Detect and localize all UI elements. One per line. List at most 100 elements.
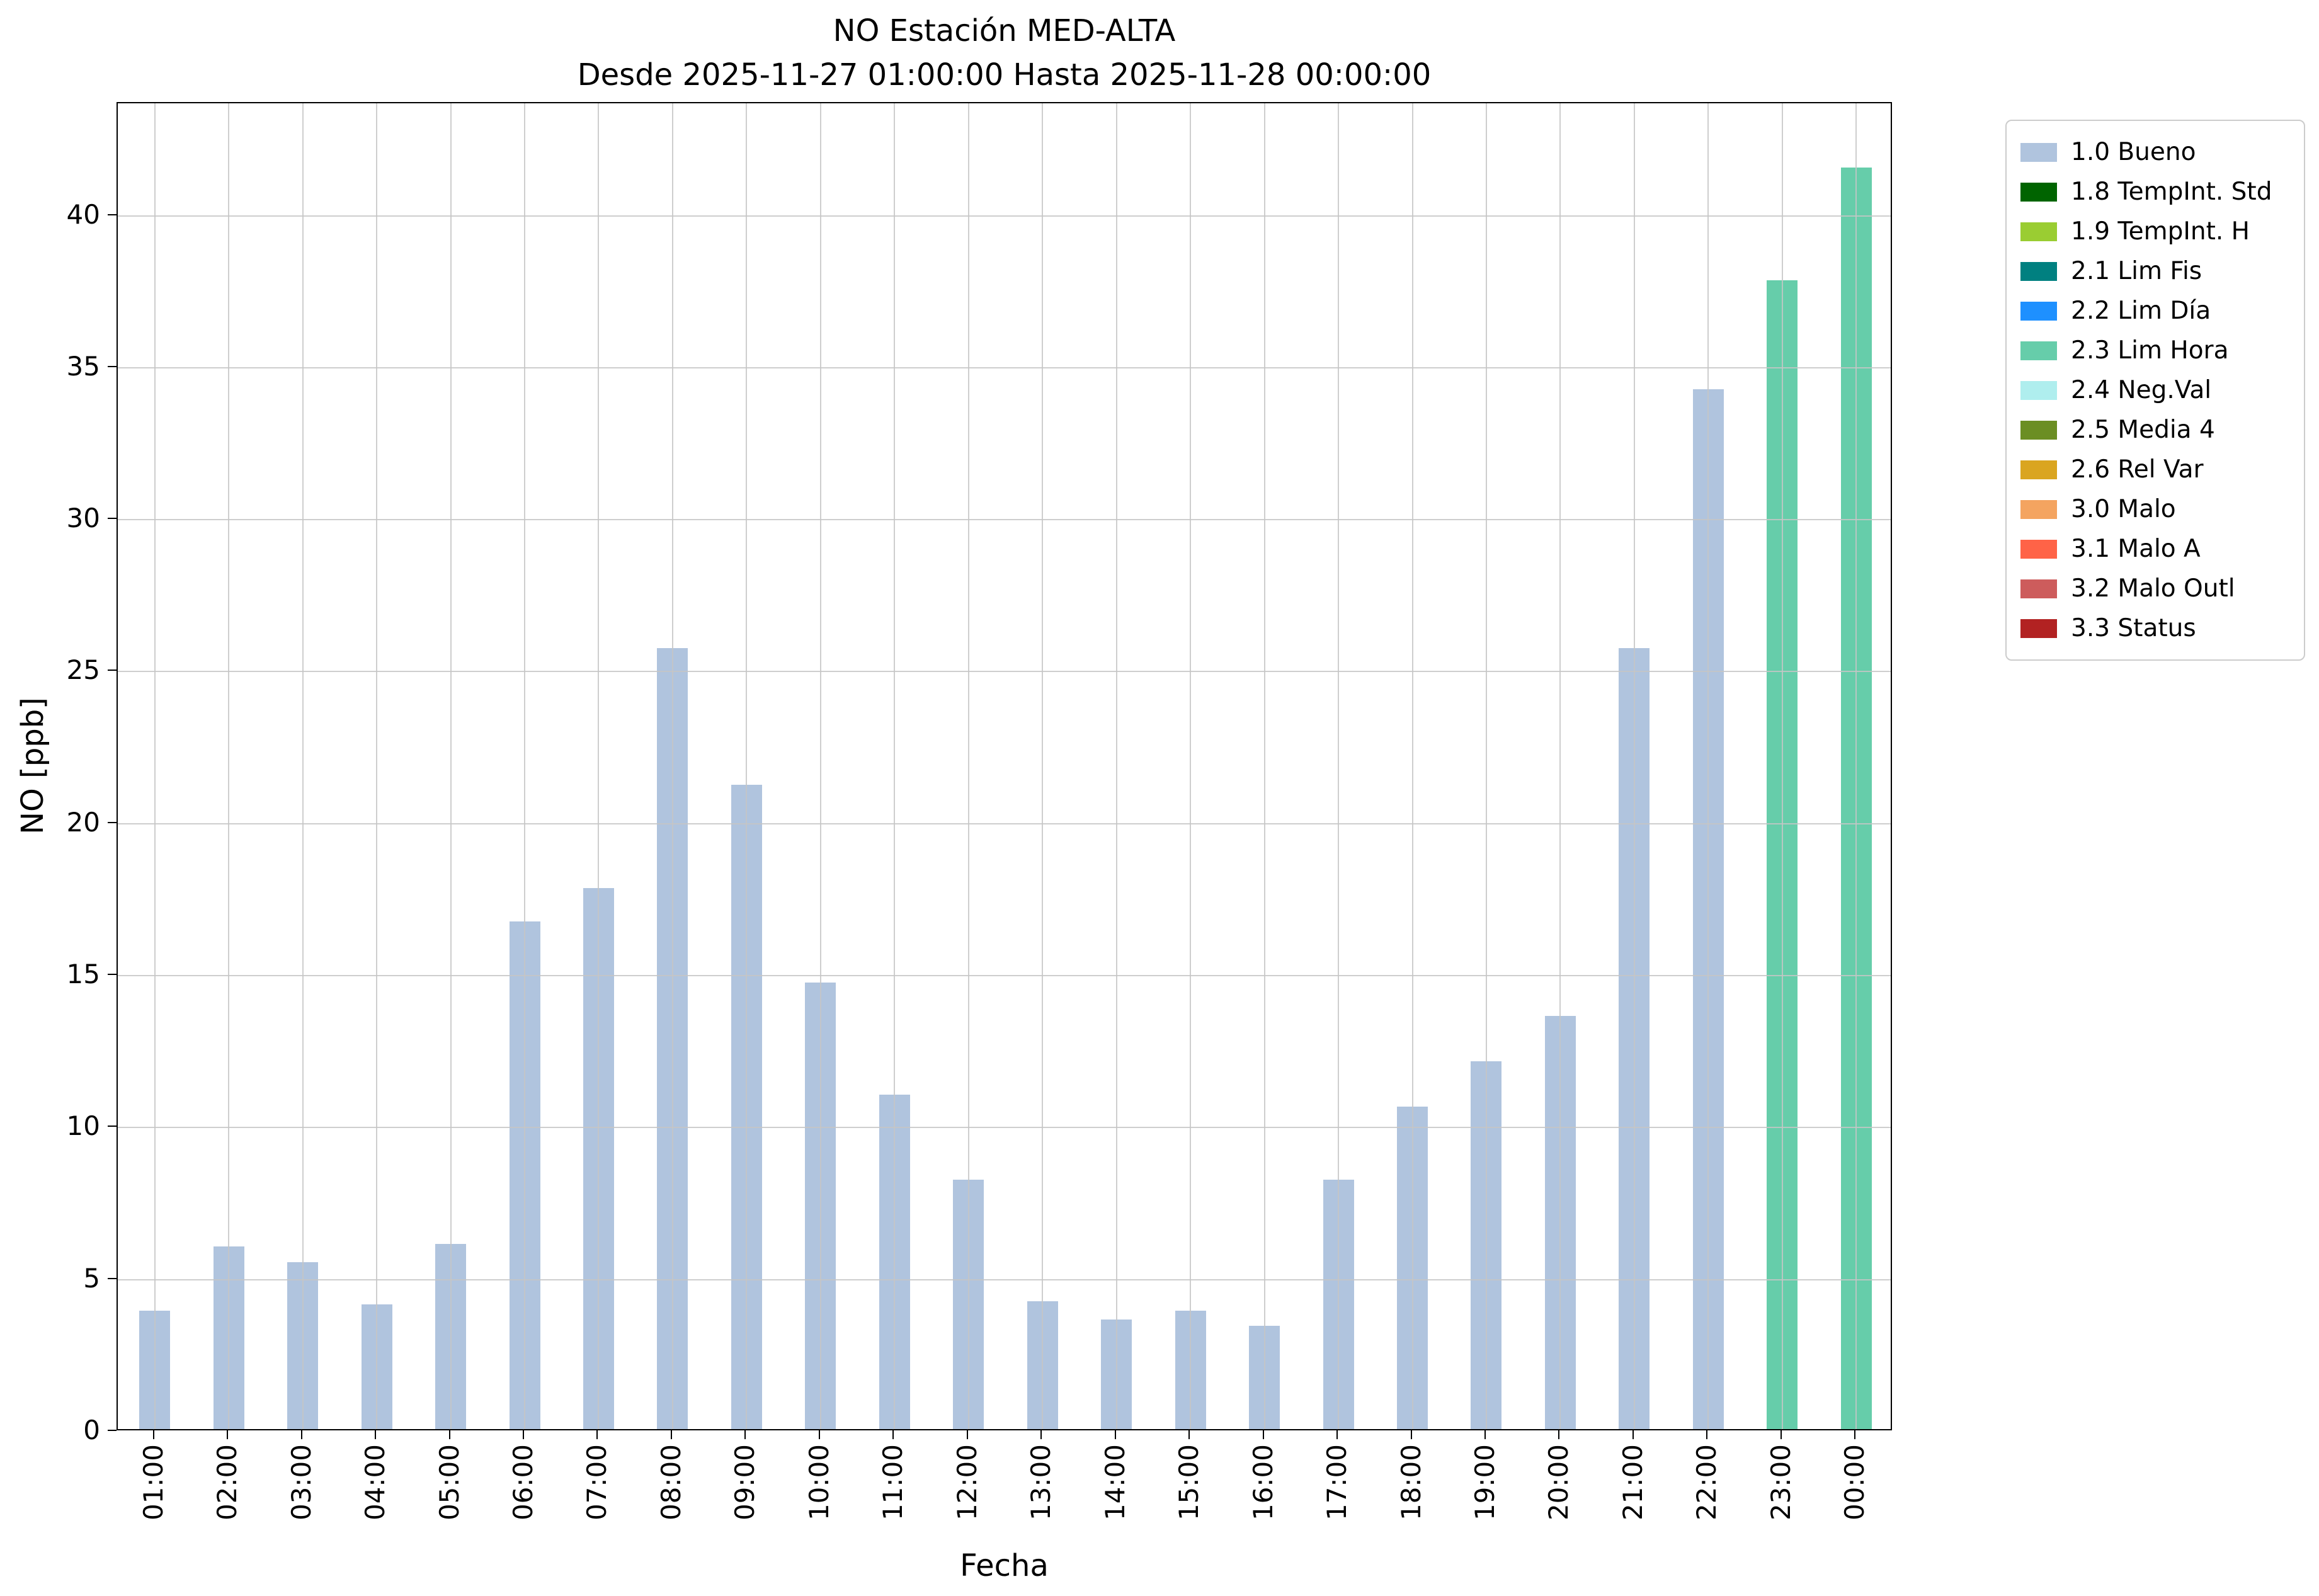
gridline-horizontal [118,215,1891,217]
legend-item-label: 2.5 Media 4 [2071,416,2215,444]
x-tick-mark [1558,1430,1559,1439]
legend-item-label: 2.4 Neg.Val [2071,376,2212,404]
x-tick-text: 14:00 [1100,1444,1131,1521]
gridline-vertical [1264,103,1265,1429]
x-tick-text: 16:00 [1248,1444,1279,1521]
x-tick-label: 17:00 [1321,1444,1353,1523]
legend-item-label: 1.8 TempInt. Std [2071,178,2272,206]
legend-color-swatch [2020,142,2057,162]
gridline-vertical [302,103,304,1429]
gridline-vertical [1707,103,1709,1429]
x-tick-text: 21:00 [1617,1444,1648,1521]
legend-item-label: 3.1 Malo A [2071,535,2201,563]
x-tick-text: 13:00 [1025,1444,1056,1521]
legend-item-label: 2.6 Rel Var [2071,455,2204,484]
x-tick-text: 02:00 [212,1444,242,1521]
gridline-vertical [746,103,747,1429]
legend-item: 2.4 Neg.Val [2020,370,2290,410]
x-tick-label: 03:00 [285,1444,318,1523]
y-tick-mark [108,518,117,519]
x-tick-text: 01:00 [138,1444,169,1521]
x-tick-label: 21:00 [1617,1444,1650,1523]
legend-color-swatch [2020,182,2057,202]
x-tick-label: 10:00 [803,1444,836,1523]
x-tick-mark [1263,1430,1264,1439]
gridline-vertical [1634,103,1635,1429]
x-tick-text: 20:00 [1543,1444,1574,1521]
y-tick-mark [108,1278,117,1279]
x-tick-label: 05:00 [433,1444,466,1523]
gridline-vertical [1855,103,1857,1429]
x-tick-mark [523,1430,524,1439]
x-tick-mark [449,1430,450,1439]
legend-item: 3.0 Malo [2020,489,2290,529]
x-tick-label: 20:00 [1542,1444,1575,1523]
chart-title-line2: Desde 2025-11-27 01:00:00 Hasta 2025-11-… [577,57,1432,93]
x-tick-label: 04:00 [359,1444,392,1523]
x-tick-text: 06:00 [508,1444,538,1521]
x-tick-label: 11:00 [877,1444,909,1523]
legend-item: 3.1 Malo A [2020,529,2290,569]
x-tick-text: 04:00 [360,1444,390,1521]
gridline-vertical [450,103,452,1429]
x-tick-text: 10:00 [804,1444,835,1521]
y-tick-label: 20 [66,807,100,838]
gridline-horizontal [118,823,1891,824]
gridline-vertical [1116,103,1117,1429]
gridline-horizontal [118,671,1891,672]
x-tick-mark [1336,1430,1338,1439]
legend-color-swatch [2020,341,2057,360]
x-tick-label: 01:00 [137,1444,170,1523]
gridline-vertical [376,103,377,1429]
y-tick-mark [108,214,117,215]
gridline-vertical [1042,103,1043,1429]
y-tick-mark [108,1430,117,1431]
x-tick-mark [1781,1430,1782,1439]
x-tick-mark [1040,1430,1042,1439]
legend-color-swatch [2020,499,2057,519]
legend-item-label: 2.1 Lim Fis [2071,257,2202,285]
gridline-horizontal [118,519,1891,520]
x-tick-text: 22:00 [1691,1444,1722,1521]
legend-item-label: 3.2 Malo Outl [2071,574,2235,603]
gridline-vertical [672,103,673,1429]
x-tick-mark [153,1430,154,1439]
gridline-horizontal [118,1279,1891,1280]
gridline-vertical [894,103,895,1429]
x-tick-label: 02:00 [211,1444,244,1523]
x-tick-mark [1484,1430,1486,1439]
gridline-vertical [1190,103,1191,1429]
gridline-horizontal [118,975,1891,976]
x-tick-label: 13:00 [1025,1444,1057,1523]
legend-item: 1.0 Bueno [2020,132,2290,172]
x-tick-label: 15:00 [1173,1444,1205,1523]
x-tick-label: 09:00 [729,1444,761,1523]
x-tick-label: 16:00 [1247,1444,1280,1523]
gridline-vertical [1412,103,1413,1429]
gridline-vertical [1782,103,1783,1429]
gridline-vertical [1486,103,1487,1429]
x-tick-mark [227,1430,228,1439]
y-tick-label: 25 [66,654,100,685]
legend-item: 1.9 TempInt. H [2020,212,2290,251]
x-tick-text: 15:00 [1173,1444,1204,1521]
x-tick-text: 11:00 [877,1444,908,1521]
y-tick-label: 10 [66,1110,100,1141]
x-tick-text: 08:00 [656,1444,687,1521]
x-tick-label: 06:00 [507,1444,540,1523]
x-tick-label: 08:00 [655,1444,688,1523]
legend-item: 2.2 Lim Día [2020,291,2290,331]
y-tick-label: 15 [66,959,100,989]
legend-color-swatch [2020,539,2057,559]
legend-item-label: 2.3 Lim Hora [2071,336,2229,365]
gridline-vertical [228,103,229,1429]
x-tick-mark [1411,1430,1412,1439]
x-axis-label: Fecha [960,1548,1049,1583]
legend: 1.0 Bueno 1.8 TempInt. Std 1.9 TempInt. H 2… [2005,120,2305,661]
y-tick-mark [108,670,117,671]
legend-item: 2.1 Lim Fis [2020,251,2290,291]
chart-title-line1: NO Estación MED-ALTA [833,13,1176,48]
x-tick-mark [1632,1430,1634,1439]
legend-item: 2.5 Media 4 [2020,410,2290,450]
